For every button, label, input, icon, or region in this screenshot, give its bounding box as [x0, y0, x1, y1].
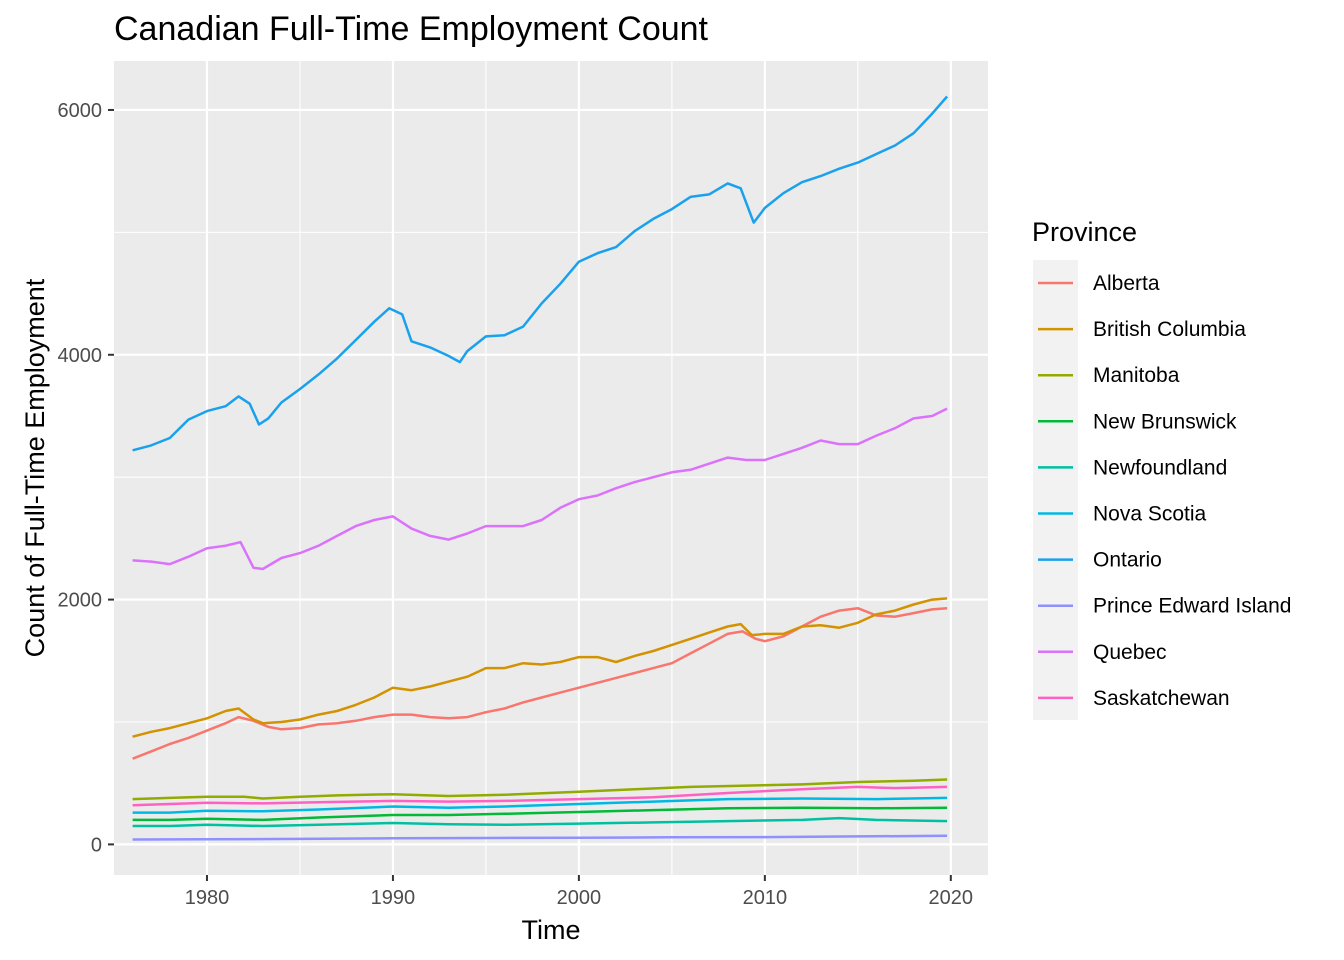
- series-line-british-columbia: [132, 597, 948, 738]
- legend-label-saskatchewan: Saskatchewan: [1093, 687, 1230, 710]
- axis-ticks: [108, 108, 952, 881]
- series-line-quebec: [132, 407, 948, 571]
- legend-label-ontario: Ontario: [1093, 549, 1162, 572]
- legend-label-new-brunswick: New Brunswick: [1093, 410, 1237, 433]
- x-tick-label: 1990: [371, 887, 416, 909]
- x-tick-label: 1980: [185, 887, 230, 909]
- plot-panel: [114, 61, 988, 875]
- legend-label-quebec: Quebec: [1093, 641, 1167, 664]
- legend-items: Alberta British Columbia Manitoba New Bruns…: [1038, 272, 1291, 710]
- series-line-alberta: [132, 606, 948, 760]
- legend-label-nova-scotia: Nova Scotia: [1093, 503, 1207, 526]
- grid-major: [114, 61, 988, 875]
- legend-key-background: [1033, 260, 1078, 720]
- x-tick-labels: 1980 1990 2000 2010 2020: [185, 887, 973, 909]
- series-line-ontario: [132, 95, 949, 452]
- series-line-nova-scotia: [132, 796, 948, 814]
- legend-title: Province: [1032, 217, 1137, 247]
- y-axis-title: Count of Full-Time Employment: [20, 278, 50, 657]
- chart-title: Canadian Full-Time Employment Count: [114, 10, 709, 48]
- series-line-saskatchewan: [132, 785, 948, 807]
- x-tick-label: 2000: [557, 887, 602, 909]
- y-tick-label: 0: [91, 834, 102, 856]
- series-line-new-brunswick: [132, 806, 948, 822]
- x-axis-title: Time: [522, 915, 581, 945]
- legend-label-alberta: Alberta: [1093, 272, 1160, 295]
- x-tick-label: 2010: [743, 887, 788, 909]
- x-tick-label: 2020: [929, 887, 974, 909]
- series-line-prince-edward-island: [132, 834, 948, 841]
- series-line-manitoba: [132, 778, 948, 801]
- series-line-newfoundland: [132, 816, 948, 828]
- y-tick-labels: 0 2000 4000 6000: [58, 100, 103, 856]
- y-tick-label: 4000: [58, 345, 103, 367]
- legend-label-manitoba: Manitoba: [1093, 364, 1180, 387]
- y-tick-label: 6000: [58, 100, 103, 122]
- legend-label-british-columbia: British Columbia: [1093, 318, 1246, 341]
- y-tick-label: 2000: [58, 590, 103, 612]
- legend-label-prince-edward-island: Prince Edward Island: [1093, 595, 1291, 618]
- legend: Province Alberta British Columbia Manitoba…: [1032, 217, 1291, 720]
- legend-label-newfoundland: Newfoundland: [1093, 456, 1227, 479]
- series-lines: [132, 95, 949, 841]
